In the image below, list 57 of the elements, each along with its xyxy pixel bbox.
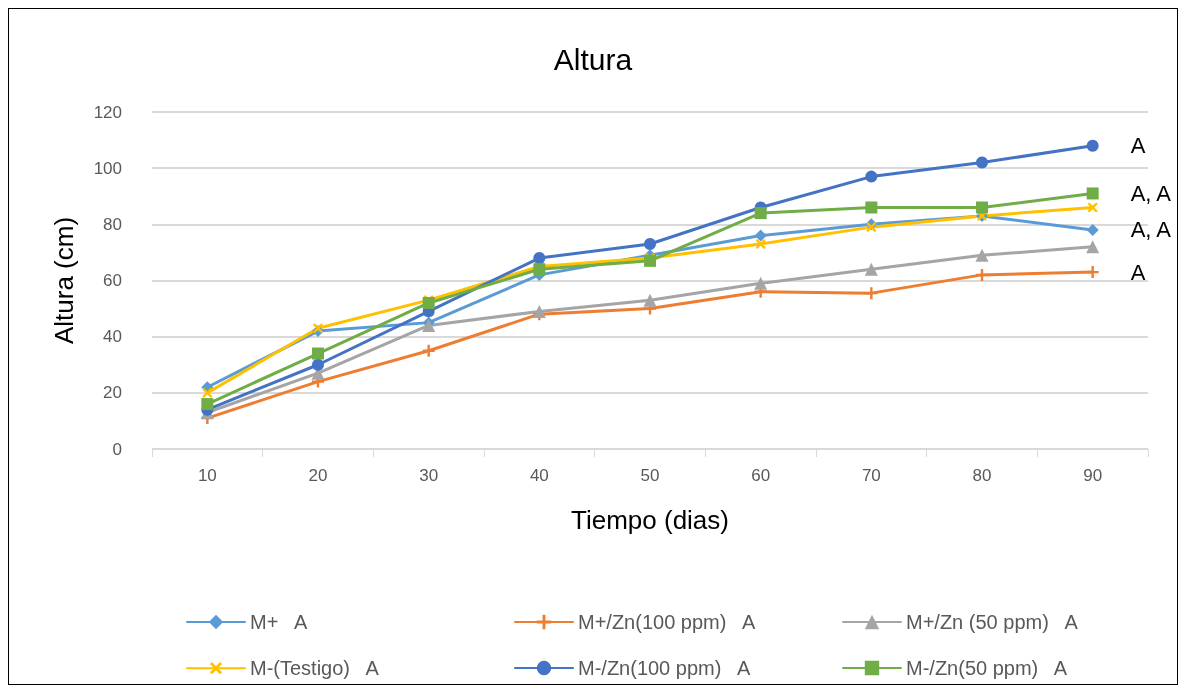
legend-label: M+ A xyxy=(250,611,308,633)
point xyxy=(202,387,213,398)
point xyxy=(754,229,767,242)
point xyxy=(1086,223,1099,236)
point xyxy=(312,347,324,360)
point xyxy=(865,287,878,300)
point xyxy=(533,263,546,276)
point xyxy=(312,323,324,334)
x-tick-label: 10 xyxy=(197,466,217,485)
x-tick-label: 80 xyxy=(972,466,992,485)
point xyxy=(864,262,878,276)
point xyxy=(755,238,766,250)
point xyxy=(866,222,877,233)
x-tick-label: 90 xyxy=(1083,466,1103,485)
x-tick-label: 60 xyxy=(751,466,771,485)
point xyxy=(975,248,989,262)
legend-label: M+/Zn (50 ppm) A xyxy=(906,611,1079,633)
point xyxy=(754,207,767,220)
y-tick-label: 40 xyxy=(103,327,122,347)
annotation: A xyxy=(1130,133,1146,159)
point xyxy=(865,170,878,183)
point xyxy=(422,344,435,357)
y-tick-label: 20 xyxy=(103,383,122,403)
y-tick-label: 100 xyxy=(93,158,122,178)
point xyxy=(644,237,656,250)
annotation: A, A xyxy=(1130,217,1172,243)
point xyxy=(754,276,768,290)
x-axis-title: Tiempo (dias) xyxy=(571,505,729,535)
annotation: A xyxy=(1130,259,1146,285)
point xyxy=(1086,240,1100,254)
legend-label: M-/Zn(100 ppm) A xyxy=(578,657,751,679)
x-tick-label: 40 xyxy=(529,466,549,485)
point xyxy=(312,358,324,371)
point xyxy=(1086,139,1099,152)
y-tick-label: 0 xyxy=(112,439,122,459)
point xyxy=(643,293,657,307)
x-tick-label: 20 xyxy=(308,466,328,485)
x-tick-label: 70 xyxy=(861,466,881,485)
legend-label: M-/Zn(50 ppm) A xyxy=(906,657,1068,679)
x-tick-label: 50 xyxy=(640,466,660,485)
point xyxy=(865,201,878,214)
y-axis-title: Altura (cm) xyxy=(49,216,79,345)
x-tick-label: 30 xyxy=(419,466,439,485)
chart-title: Altura xyxy=(553,42,633,76)
point xyxy=(201,398,214,411)
y-tick-label: 120 xyxy=(93,102,122,122)
annotation: A, A xyxy=(1130,180,1172,206)
point xyxy=(533,252,546,265)
y-tick-label: 60 xyxy=(103,271,122,290)
point xyxy=(532,304,546,318)
y-tick-label: 80 xyxy=(103,214,122,234)
point xyxy=(976,156,988,169)
point xyxy=(976,201,988,214)
point xyxy=(1086,266,1099,279)
point xyxy=(1086,187,1099,200)
legend-label: M+/Zn(100 ppm) A xyxy=(578,611,756,633)
legend-label: M-(Testigo) A xyxy=(250,657,380,680)
